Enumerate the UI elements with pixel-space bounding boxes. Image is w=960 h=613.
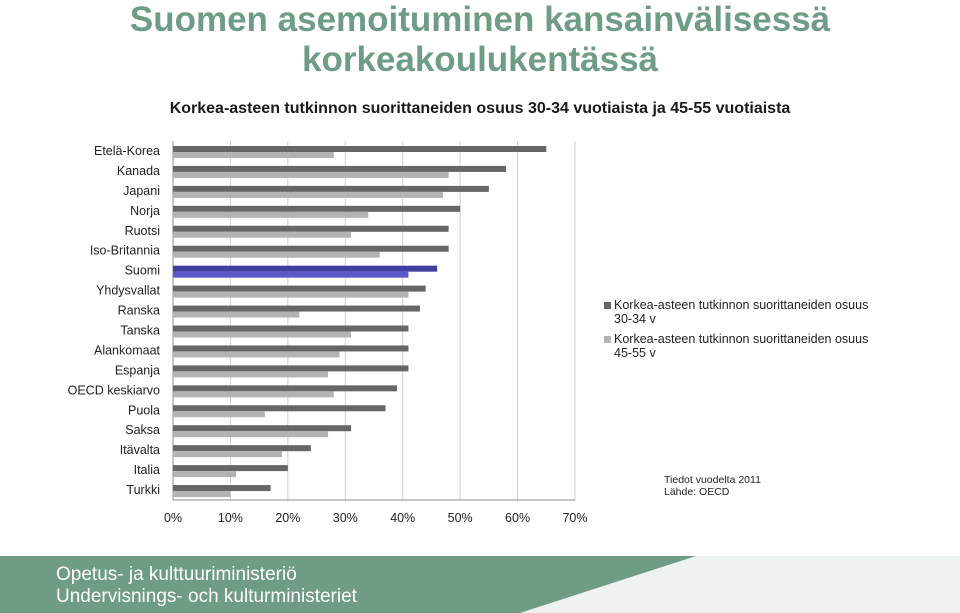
x-tick-label: 10% [218, 511, 243, 525]
bar-45-55 [173, 311, 300, 318]
bar-30-34 [173, 225, 449, 232]
x-tick-label: 70% [562, 511, 587, 525]
legend-label-45-55: Korkea-asteen tutkinnon suorittaneiden o… [614, 332, 869, 360]
bar-30-34 [173, 325, 409, 332]
category-label: Japani [123, 184, 160, 198]
bar-30-34 [173, 165, 507, 172]
bar-30-34 [173, 265, 438, 272]
bar-45-55 [173, 171, 449, 178]
category-label: OECD keskiarvo [68, 383, 160, 397]
bar-30-34 [173, 385, 397, 392]
bar-45-55 [173, 271, 409, 278]
chart-legend: Korkea-asteen tutkinnon suorittaneiden o… [604, 298, 884, 366]
x-tick-label: 50% [448, 511, 473, 525]
ministry-name: Opetus- ja kulttuuriministeriö Undervisn… [56, 564, 357, 608]
category-label: Alankomaat [94, 343, 161, 357]
bar-30-34 [173, 465, 288, 472]
legend-swatch-45-55 [604, 336, 611, 343]
category-label: Yhdysvallat [96, 284, 160, 298]
bar-45-55 [173, 251, 380, 258]
ministry-name-fi: Opetus- ja kulttuuriministeriö [56, 564, 297, 585]
bar-45-55 [173, 471, 237, 478]
chart-subtitle: Korkea-asteen tutkinnon suorittaneiden o… [169, 100, 791, 117]
category-label: Tanska [120, 323, 160, 337]
category-label: Norja [130, 204, 160, 218]
bar-30-34 [173, 285, 426, 292]
bar-30-34 [173, 205, 461, 212]
bar-30-34 [173, 425, 352, 432]
title-line-2: korkeakoulukentässä [301, 40, 658, 79]
x-tick-label: 20% [275, 511, 300, 525]
category-label: Ranska [118, 304, 160, 318]
category-label: Itävalta [120, 443, 160, 457]
legend-item-30-34: Korkea-asteen tutkinnon suorittaneiden o… [604, 298, 884, 326]
bar-45-55 [173, 231, 352, 238]
category-label: Etelä-Korea [94, 144, 160, 158]
category-label: Italia [134, 463, 160, 477]
bar-45-55 [173, 331, 352, 338]
bar-45-55 [173, 152, 334, 158]
legend-item-45-55: Korkea-asteen tutkinnon suorittaneiden o… [604, 332, 884, 360]
bar-30-34 [173, 485, 271, 492]
legend-label-30-34: Korkea-asteen tutkinnon suorittaneiden o… [614, 298, 869, 326]
note-year: Tiedot vuodelta 2011 [664, 474, 761, 486]
page-title: Suomen asemoituminen kansainvälisessä ko… [0, 0, 960, 80]
category-label: Turkki [126, 483, 160, 497]
bar-45-55 [173, 431, 329, 438]
bar-45-55 [173, 371, 329, 378]
category-label: Puola [128, 403, 160, 417]
bar-45-55 [173, 351, 340, 358]
x-tick-label: 40% [390, 511, 415, 525]
bar-45-55 [173, 411, 265, 418]
footer-decoration [520, 556, 960, 613]
note-source: Lähde: OECD [664, 486, 730, 498]
footer-banner: Opetus- ja kulttuuriministeriö Undervisn… [0, 556, 960, 613]
bar-30-34 [173, 445, 311, 452]
category-label: Espanja [115, 363, 160, 377]
bar-30-34 [173, 405, 386, 412]
bar-45-55 [173, 451, 283, 458]
bar-30-34 [173, 305, 420, 312]
bar-30-34 [173, 146, 547, 152]
x-tick-label: 60% [505, 511, 530, 525]
category-label: Iso-Britannia [90, 244, 160, 258]
bar-45-55 [173, 491, 231, 498]
x-tick-label: 0% [164, 511, 182, 525]
legend-swatch-30-34 [604, 302, 611, 309]
category-label: Saksa [125, 423, 160, 437]
title-line-1: Suomen asemoituminen kansainvälisessä [129, 0, 831, 39]
bar-45-55 [173, 391, 334, 398]
source-note: Tiedot vuodelta 2011 Lähde: OECD [664, 474, 761, 498]
bar-30-34 [173, 365, 409, 372]
category-label: Suomi [125, 264, 160, 278]
bar-30-34 [173, 245, 449, 252]
bar-45-55 [173, 191, 443, 198]
category-label: Kanada [117, 164, 160, 178]
category-label: Ruotsi [125, 224, 160, 238]
x-tick-label: 30% [333, 511, 358, 525]
bar-30-34 [173, 185, 489, 192]
bar-45-55 [173, 211, 369, 218]
ministry-name-sv: Undervisnings- och kulturministeriet [56, 586, 357, 607]
bar-30-34 [173, 345, 409, 352]
bar-45-55 [173, 291, 409, 298]
